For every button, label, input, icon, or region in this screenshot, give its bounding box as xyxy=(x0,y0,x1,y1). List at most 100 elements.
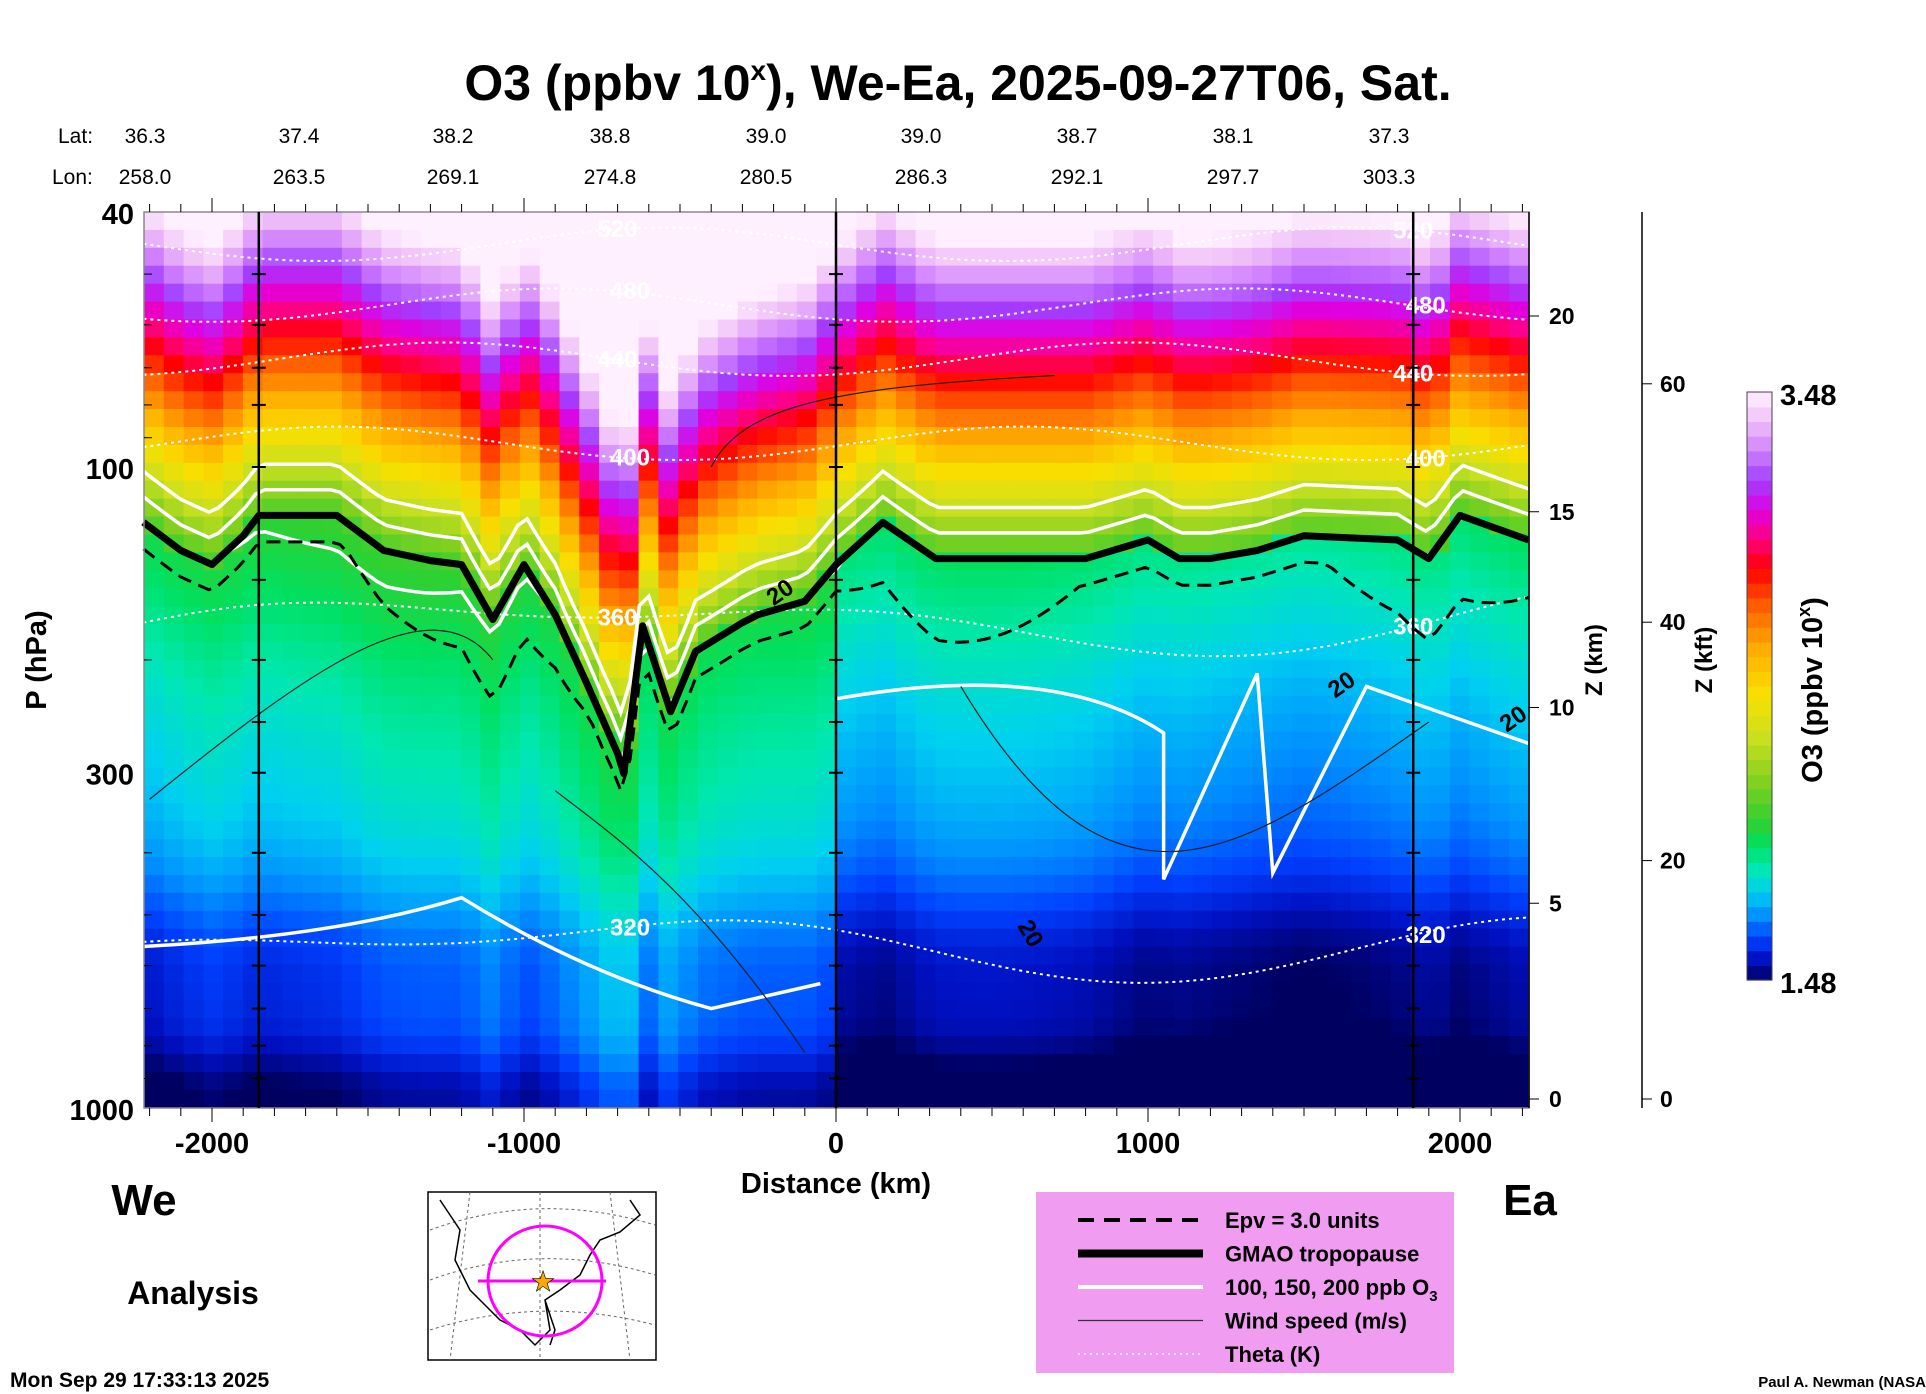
heatmap-cell xyxy=(361,928,382,948)
heatmap-cell xyxy=(460,749,481,768)
heatmap-cell xyxy=(816,695,838,715)
heatmap-cell xyxy=(361,301,382,321)
heatmap-cell xyxy=(302,427,323,446)
heatmap-cell xyxy=(1331,677,1352,697)
heatmap-cell xyxy=(1014,409,1035,428)
heatmap-cell xyxy=(242,1054,264,1073)
heatmap-cell xyxy=(1350,624,1372,643)
heatmap-cell xyxy=(282,713,303,733)
heatmap-cell xyxy=(1212,570,1233,589)
heatmap-cell xyxy=(1252,265,1273,285)
heatmap-cell xyxy=(421,767,442,786)
heatmap-cell xyxy=(1113,1036,1134,1055)
heatmap-cell xyxy=(698,839,719,858)
heatmap-cell xyxy=(599,337,620,356)
heatmap-cell xyxy=(1350,677,1372,697)
heatmap-cell xyxy=(1291,982,1312,1001)
colorbar-swatch xyxy=(1747,686,1772,702)
heatmap-cell xyxy=(539,301,561,321)
heatmap-cell xyxy=(203,964,224,983)
heatmap-cell xyxy=(500,1000,521,1019)
heatmap-cell xyxy=(322,1018,343,1037)
heatmap-cell xyxy=(1153,229,1174,249)
heatmap-cell xyxy=(599,624,620,643)
heatmap-cell xyxy=(401,427,422,446)
heatmap-cell xyxy=(1192,319,1213,338)
heatmap-cell xyxy=(1449,552,1471,571)
heatmap-cell xyxy=(1311,659,1332,679)
heatmap-cell xyxy=(796,606,818,625)
heatmap-cell xyxy=(1331,892,1352,912)
heatmap-cell xyxy=(1390,821,1411,840)
heatmap-cell xyxy=(341,874,363,894)
heatmap-cell xyxy=(1212,534,1233,553)
heatmap-cell xyxy=(341,749,363,768)
heatmap-cell xyxy=(1430,265,1451,285)
heatmap-cell xyxy=(678,409,699,428)
heatmap-cell xyxy=(1430,409,1451,428)
heatmap-cell xyxy=(519,731,541,751)
heatmap-cell xyxy=(1172,731,1194,751)
heatmap-cell xyxy=(1291,1054,1312,1073)
heatmap-cell xyxy=(480,892,501,912)
heatmap-cell xyxy=(163,785,185,804)
heatmap-cell xyxy=(1271,731,1293,751)
heatmap-cell xyxy=(915,839,936,858)
heatmap-cell xyxy=(361,821,382,840)
zkft-tick-label: 20 xyxy=(1660,848,1686,874)
heatmap-cell xyxy=(678,355,699,374)
heatmap-cell xyxy=(1073,1054,1095,1073)
heatmap-cell xyxy=(440,624,462,643)
heatmap-cell xyxy=(816,480,838,500)
heatmap-cell xyxy=(440,606,462,625)
heatmap-cell xyxy=(559,964,580,983)
heatmap-cell xyxy=(559,373,580,392)
heatmap-cell xyxy=(203,229,224,249)
heatmap-cell xyxy=(1390,409,1411,428)
heatmap-cell xyxy=(559,229,580,249)
heatmap-cell xyxy=(1192,283,1213,303)
heatmap-cell xyxy=(480,373,501,392)
heatmap-cell xyxy=(856,1018,877,1037)
heatmap-cell xyxy=(223,1018,244,1037)
heatmap-cell xyxy=(737,570,758,589)
heatmap-cell xyxy=(1232,247,1253,267)
lat-value: 39.0 xyxy=(746,125,787,148)
heatmap-cell xyxy=(559,462,580,482)
heatmap-cell xyxy=(302,874,323,894)
heatmap-cell xyxy=(559,785,580,804)
heatmap-cell xyxy=(856,659,877,679)
heatmap-cell xyxy=(302,695,323,715)
colorbar-swatch xyxy=(1747,597,1772,614)
heatmap-cell xyxy=(1192,480,1213,500)
heatmap-cell xyxy=(1054,1089,1075,1109)
heatmap-cell xyxy=(1469,606,1490,625)
heatmap-cell xyxy=(1410,480,1431,500)
heatmap-cell xyxy=(262,659,284,679)
heatmap-cell xyxy=(1271,624,1293,643)
heatmap-cell xyxy=(698,534,719,553)
heatmap-cell xyxy=(223,767,244,786)
heatmap-cell xyxy=(1212,910,1233,930)
heatmap-cell xyxy=(1410,659,1431,679)
heatmap-cell xyxy=(698,588,719,607)
heatmap-cell xyxy=(757,391,778,410)
heatmap-cell xyxy=(341,462,363,482)
heatmap-cell xyxy=(302,803,323,822)
heatmap-cell xyxy=(1489,982,1510,1001)
heatmap-cell xyxy=(1469,444,1490,464)
heatmap-cell xyxy=(421,928,442,948)
heatmap-cell xyxy=(836,731,857,751)
heatmap-cell xyxy=(1489,534,1510,553)
heatmap-cell xyxy=(737,319,758,338)
heatmap-cell xyxy=(302,1054,323,1073)
heatmap-cell xyxy=(519,606,541,625)
heatmap-cell xyxy=(737,1036,758,1055)
heatmap-cell xyxy=(1350,874,1372,894)
heatmap-cell xyxy=(1331,1000,1352,1019)
heatmap-cell xyxy=(1093,373,1115,392)
heatmap-cell xyxy=(895,444,917,464)
heatmap-cell xyxy=(955,785,976,804)
heatmap-cell xyxy=(262,319,284,338)
heatmap-cell xyxy=(1212,373,1233,392)
